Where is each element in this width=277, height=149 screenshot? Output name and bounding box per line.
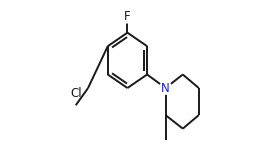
Text: Cl: Cl — [70, 87, 82, 100]
Text: F: F — [124, 10, 131, 23]
Circle shape — [159, 82, 172, 94]
Circle shape — [121, 11, 134, 23]
Text: N: N — [161, 82, 170, 94]
